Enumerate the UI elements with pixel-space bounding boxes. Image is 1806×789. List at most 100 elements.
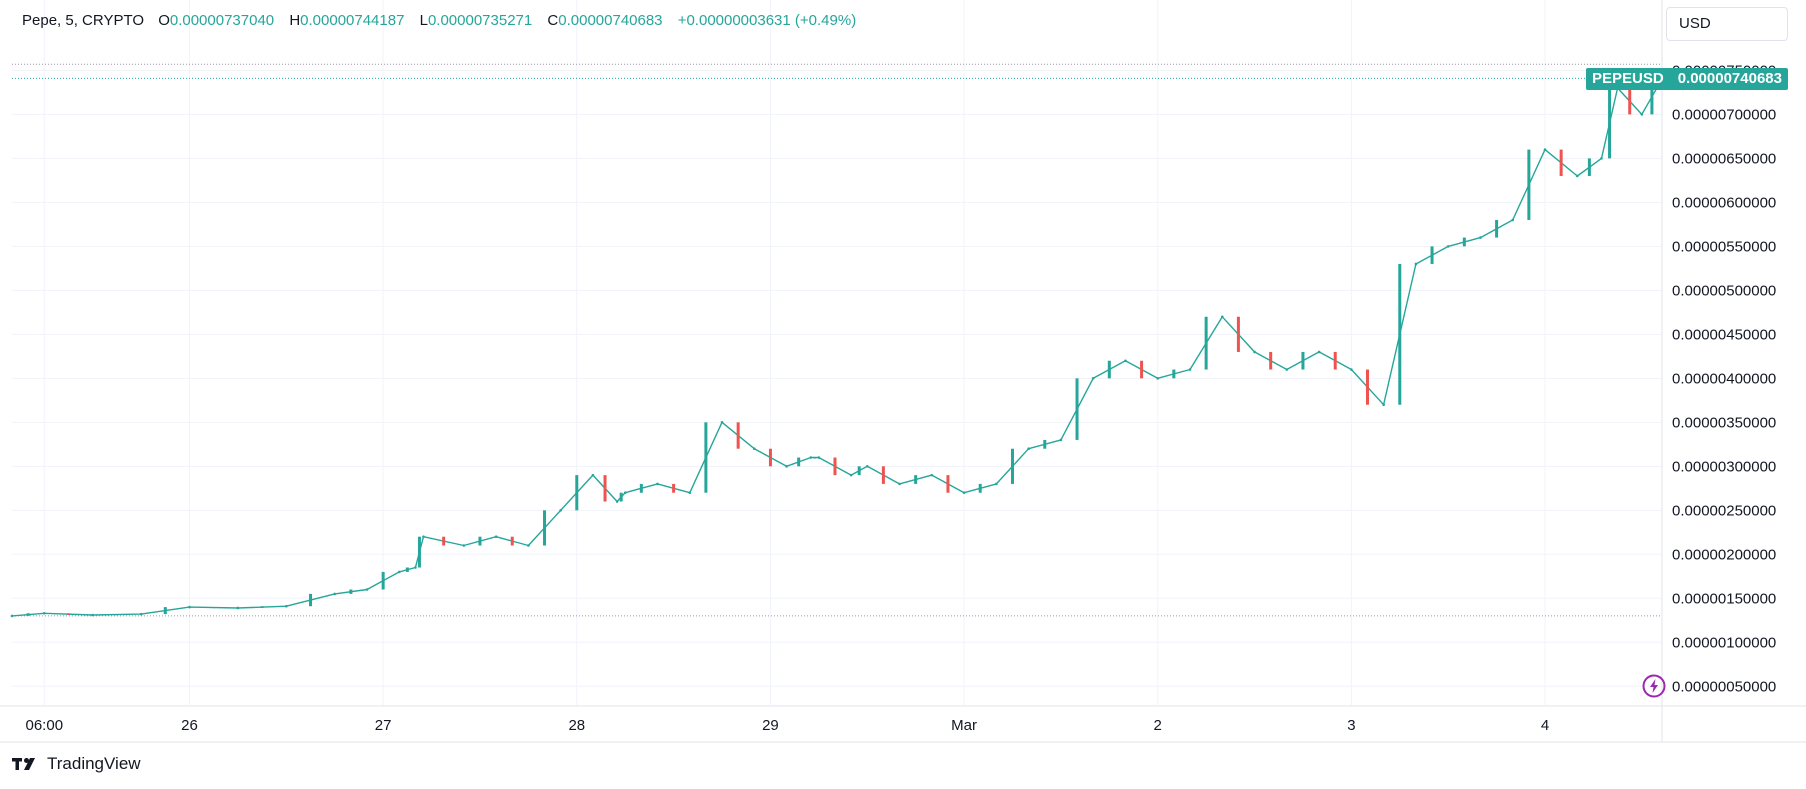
- x-tick-label: 27: [375, 717, 392, 734]
- data-point: [623, 491, 627, 495]
- candle: [603, 475, 607, 502]
- data-point: [1350, 368, 1353, 371]
- candle: [1398, 263, 1402, 405]
- data-point: [91, 613, 94, 617]
- data-point: [1124, 359, 1127, 363]
- candle: [813, 457, 817, 459]
- candle: [1559, 149, 1563, 176]
- candle: [349, 589, 353, 594]
- candle: [1430, 246, 1434, 264]
- candle: [672, 483, 676, 493]
- data-point: [656, 482, 659, 486]
- brand-name: TradingView: [47, 754, 141, 773]
- candle: [26, 613, 30, 616]
- candle: [1236, 316, 1240, 352]
- candle: [1075, 378, 1079, 440]
- legend-low-label: L: [419, 12, 428, 29]
- x-tick-label: 4: [1541, 717, 1549, 734]
- data-point: [995, 482, 998, 486]
- data-point: [1091, 377, 1095, 380]
- candle: [1628, 87, 1632, 115]
- candle: [1204, 316, 1208, 370]
- data-point: [1575, 174, 1579, 178]
- data-point: [1027, 447, 1030, 451]
- y-tick-label: 0.00000350000: [1672, 414, 1776, 431]
- candle: [704, 422, 708, 493]
- data-point: [817, 456, 821, 459]
- candle: [442, 536, 446, 546]
- y-axis[interactable]: 0.000007500000.000007000000.000006500000…: [1672, 62, 1776, 695]
- data-point: [1059, 438, 1063, 442]
- tradingview-brand[interactable]: TradingView: [12, 754, 141, 774]
- y-tick-label: 0.00000200000: [1672, 546, 1776, 563]
- y-tick-label: 0.00000400000: [1672, 370, 1776, 387]
- candle: [881, 466, 885, 484]
- candle: [797, 457, 801, 467]
- data-point: [1220, 315, 1224, 319]
- data-point: [1253, 350, 1256, 354]
- candle: [1495, 219, 1499, 238]
- candle: [309, 593, 313, 607]
- legend-change-value: +0.00000003631 (+0.49%): [677, 12, 857, 29]
- candle: [619, 492, 623, 502]
- x-axis[interactable]: 06:00 26 27 28 29 Mar 2 3 4: [26, 717, 1550, 734]
- currency-selector[interactable]: USD: [1666, 7, 1788, 41]
- data-point: [494, 535, 498, 539]
- x-tick-label: 2: [1154, 717, 1162, 734]
- data-point: [591, 473, 595, 477]
- candle: [946, 475, 950, 493]
- data-point: [1382, 403, 1385, 407]
- candle: [405, 567, 409, 572]
- price-lines-layer: [12, 63, 1662, 617]
- candle: [381, 571, 385, 590]
- data-point: [333, 592, 337, 596]
- legend-open-label: O: [158, 12, 170, 29]
- data-point: [1600, 157, 1603, 160]
- last-price-value: 0.00000740683: [1677, 69, 1782, 87]
- legend-close-label: C: [547, 12, 559, 29]
- data-point: [1188, 368, 1192, 371]
- x-tick-label: 3: [1347, 717, 1355, 734]
- data-point: [785, 465, 788, 468]
- data-point: [527, 544, 530, 547]
- candle: [833, 457, 837, 476]
- y-tick-label: 0.00000450000: [1672, 326, 1776, 343]
- tradingview-logo-icon: [12, 758, 35, 770]
- legend-symbol[interactable]: Pepe, 5, CRYPTO: [22, 12, 145, 29]
- data-point: [139, 612, 143, 616]
- data-point: [236, 606, 240, 610]
- legend-close-value: 0.00000740683: [558, 12, 663, 29]
- x-tick-label: 29: [762, 717, 779, 734]
- candle: [768, 448, 772, 467]
- data-point: [188, 605, 191, 609]
- legend-high-label: H: [289, 12, 301, 29]
- data-point: [752, 447, 756, 451]
- data-point: [1640, 113, 1644, 116]
- data-point: [962, 491, 966, 495]
- candle: [1269, 351, 1273, 370]
- legend-open-value: 0.00000737040: [169, 12, 275, 29]
- candle: [543, 510, 547, 546]
- series-line: [11, 78, 1663, 617]
- lightning-bolt-icon[interactable]: [1642, 674, 1666, 698]
- series-layer: [10, 77, 1664, 618]
- data-point: [42, 611, 46, 615]
- candle: [914, 475, 918, 484]
- x-tick-label: 06:00: [26, 717, 64, 734]
- data-point: [414, 566, 417, 569]
- y-tick-label: 0.00000600000: [1672, 194, 1776, 211]
- axis-layer: [0, 0, 1806, 743]
- data-point: [898, 482, 901, 486]
- x-tick-label: 26: [181, 717, 198, 734]
- candle: [1010, 448, 1014, 484]
- candle: [163, 607, 167, 615]
- candle: [1462, 237, 1466, 247]
- candle: [1107, 360, 1111, 379]
- candle: [1333, 351, 1337, 370]
- legend-low-value: 0.00000735271: [427, 12, 533, 29]
- data-point: [1446, 245, 1450, 248]
- y-tick-label: 0.00000150000: [1672, 590, 1776, 607]
- data-point: [397, 570, 401, 574]
